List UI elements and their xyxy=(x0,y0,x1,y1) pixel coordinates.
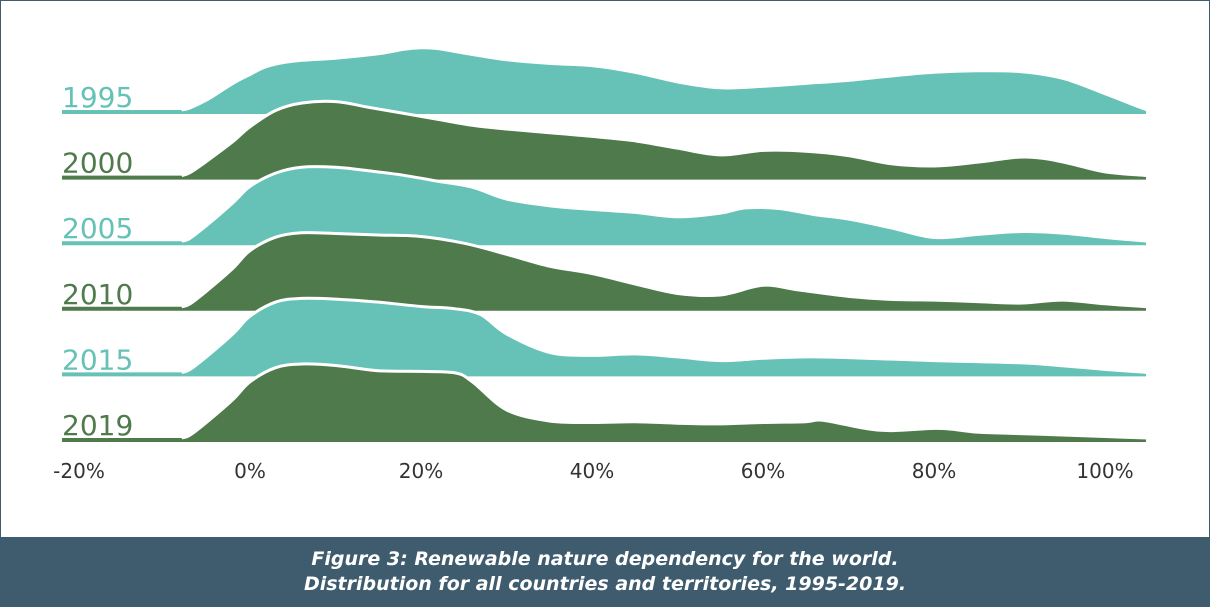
ridge-outline-2019 xyxy=(181,362,1148,440)
year-labels-group: 1995 2000 2005 2010 2015 2019 xyxy=(62,81,133,442)
x-tick-label: -20% xyxy=(53,459,105,483)
x-axis: -20% 0% 20% 40% 60% 80% 100% xyxy=(53,459,1133,483)
year-label-2019: 2019 xyxy=(62,409,133,442)
ridge-outline-1995 xyxy=(181,46,1149,112)
ridge-outline-2005 xyxy=(181,165,1148,243)
x-tick-label: 40% xyxy=(570,459,614,483)
year-label-1995: 1995 xyxy=(62,81,133,114)
caption-line-1: Figure 3: Renewable nature dependency fo… xyxy=(311,548,899,570)
ridge-outline-2015 xyxy=(181,296,1148,374)
ridgeline-chart: 1995 2000 2005 2010 2015 2019 -20% 0% 20% 40% 60%… xyxy=(53,46,1149,483)
x-tick-label: 20% xyxy=(399,459,443,483)
year-label-2000: 2000 xyxy=(62,147,133,180)
ridges-group xyxy=(62,46,1149,442)
ridge-outline-2000 xyxy=(181,99,1148,178)
caption-line-2: Distribution for all countries and terri… xyxy=(303,573,907,595)
ridge-outline-2010 xyxy=(181,231,1148,309)
ridge-area-2010 xyxy=(62,232,1148,311)
x-tick-label: 60% xyxy=(741,459,785,483)
figure-caption: Figure 3: Renewable nature dependency fo… xyxy=(1,537,1209,607)
x-tick-label: 80% xyxy=(912,459,956,483)
year-label-2010: 2010 xyxy=(62,278,133,311)
x-tick-label: 100% xyxy=(1076,459,1133,483)
ridge-area-1995 xyxy=(62,47,1148,114)
year-label-2015: 2015 xyxy=(62,343,133,376)
ridge-area-2015 xyxy=(62,298,1148,377)
ridge-area-2019 xyxy=(62,363,1148,442)
ridge-area-2000 xyxy=(62,101,1148,180)
year-label-2005: 2005 xyxy=(62,212,133,245)
x-tick-label: 0% xyxy=(234,459,266,483)
